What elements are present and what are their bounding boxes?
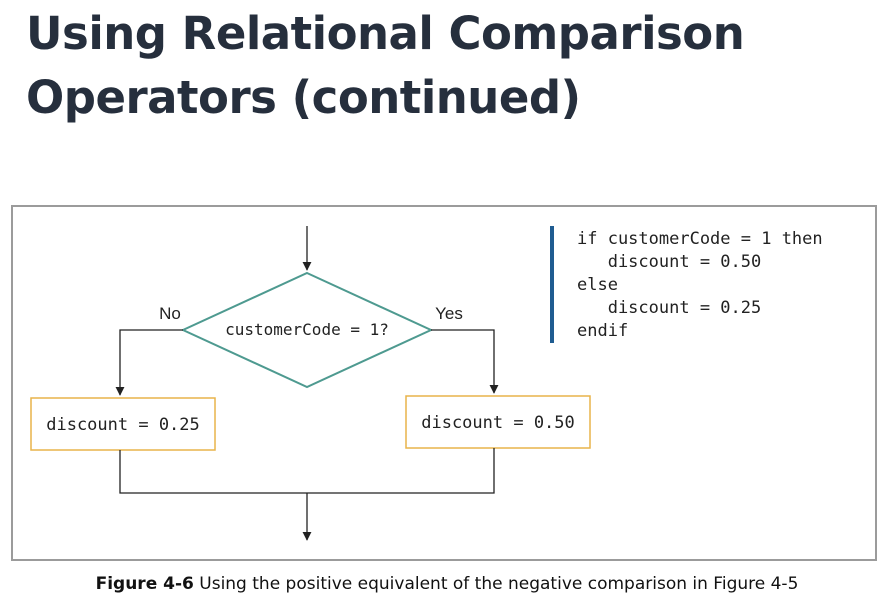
slide-title-line-2: Operators (continued) — [26, 71, 581, 124]
figure-frame — [11, 205, 877, 561]
no-label: No — [159, 304, 181, 323]
slide-title-line-1: Using Relational Comparison — [26, 7, 745, 60]
no-branch-line — [115, 329, 183, 396]
caption-text: Using the positive equivalent of the neg… — [193, 574, 799, 594]
yes-label: Yes — [435, 304, 463, 323]
left-process-box — [30, 397, 216, 451]
right-process-text: discount = 0.50 — [421, 413, 575, 433]
pseudocode-line: endif — [577, 321, 628, 341]
decision-diamond — [180, 271, 434, 389]
pseudocode-line: if customerCode = 1 then — [577, 229, 823, 249]
right-process-box — [405, 395, 591, 449]
pseudocode-block: if customerCode = 1 then discount = 0.50… — [577, 229, 823, 341]
caption-label: Figure 4-6 — [95, 574, 194, 594]
pseudocode-bar — [550, 226, 554, 343]
yes-branch-line — [431, 329, 499, 394]
decision-text: customerCode = 1? — [225, 320, 389, 339]
slide-title: Using Relational Comparison Operators (c… — [26, 2, 866, 130]
pseudocode-line: discount = 0.25 — [577, 298, 761, 318]
pseudocode-line: else — [577, 275, 618, 295]
pseudocode-line: discount = 0.50 — [577, 252, 761, 272]
figure-caption: Figure 4-6 Using the positive equivalent… — [0, 574, 894, 594]
left-process-text: discount = 0.25 — [46, 415, 200, 435]
merge-line — [119, 448, 495, 494]
